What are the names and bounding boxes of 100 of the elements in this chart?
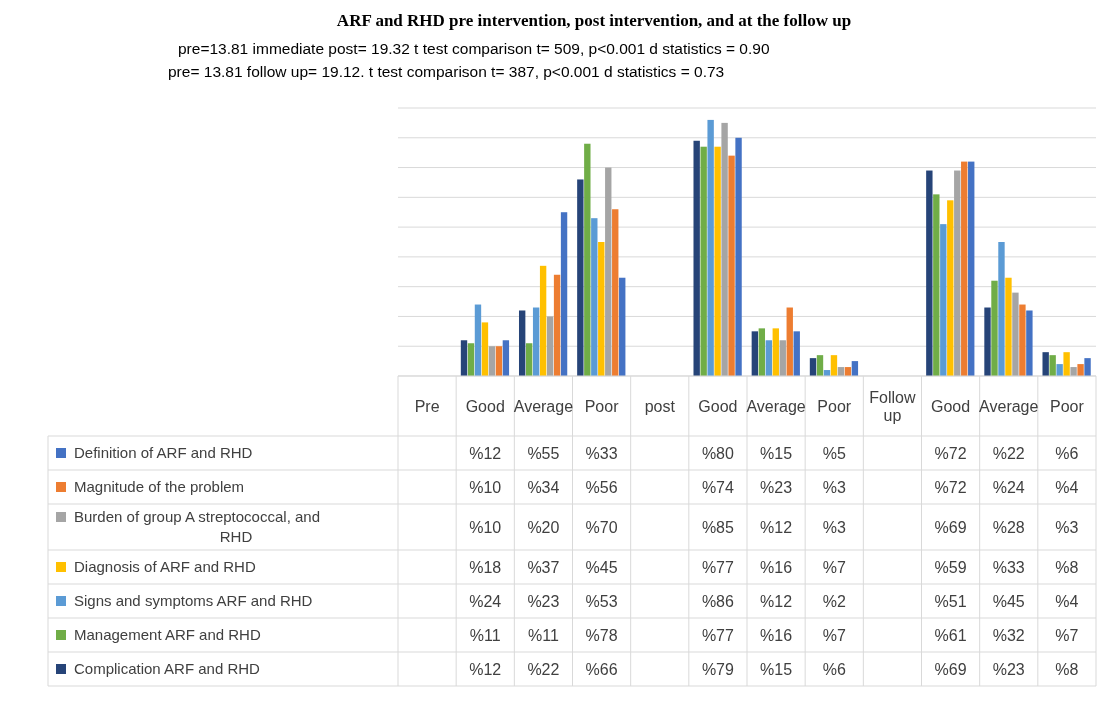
data-label: %16 xyxy=(760,559,793,576)
legend-label: Diagnosis of ARF and RHD xyxy=(74,558,256,575)
bar xyxy=(765,340,772,376)
bar xyxy=(933,194,940,376)
data-label: %32 xyxy=(992,627,1025,644)
bar xyxy=(714,146,721,376)
bar xyxy=(467,343,475,376)
data-label: %86 xyxy=(701,593,735,610)
data-label: %51 xyxy=(934,593,967,610)
data-label: %3 xyxy=(822,519,846,536)
data-label: %7 xyxy=(1055,627,1079,644)
data-label: %23 xyxy=(992,661,1025,678)
legend-label: Burden of group A streptococcal, and RHD xyxy=(74,508,320,545)
bar xyxy=(553,274,561,376)
data-label: %85 xyxy=(701,519,735,536)
bar xyxy=(1019,304,1026,376)
bar xyxy=(460,340,468,376)
data-label: %11 xyxy=(527,627,559,644)
x-tick-label: Average xyxy=(979,398,1039,415)
bar xyxy=(1049,355,1056,376)
data-label: %18 xyxy=(469,559,502,576)
bar xyxy=(1056,364,1063,376)
bar xyxy=(786,307,793,376)
data-label: %12 xyxy=(469,661,502,678)
x-tick-label: Average xyxy=(746,398,806,415)
bar xyxy=(772,328,779,376)
data-label: %3 xyxy=(822,479,846,496)
bar xyxy=(1077,364,1084,376)
x-tick-label: Follow up xyxy=(869,389,916,424)
legend-label: Management ARF and RHD xyxy=(74,626,261,643)
bar xyxy=(758,328,766,376)
legend-label: Magnitude of the problem xyxy=(74,478,245,495)
bar xyxy=(793,331,800,376)
x-tick-label: Good xyxy=(931,398,971,415)
x-tick-label: Poor xyxy=(1050,398,1085,415)
bar xyxy=(584,143,591,376)
data-label: %69 xyxy=(934,661,967,678)
data-label: %34 xyxy=(527,479,560,496)
data-label: %7 xyxy=(822,559,846,576)
data-label: %24 xyxy=(469,593,502,610)
bar xyxy=(539,265,547,376)
bar xyxy=(488,346,496,376)
bar xyxy=(546,316,554,376)
text: pre=13.81 immediate post= 19.32 t test comparison t= 509, p<0.001 d statistics = 0.90 xyxy=(178,40,770,57)
data-label: %15 xyxy=(760,661,793,678)
bar xyxy=(998,242,1005,376)
x-tick-label: post xyxy=(644,398,676,415)
data-label: %23 xyxy=(760,479,793,496)
bar xyxy=(560,212,568,376)
data-label: %72 xyxy=(934,479,967,496)
data-label: %12 xyxy=(760,593,793,610)
data-label: %78 xyxy=(585,627,618,644)
data-label: %59 xyxy=(934,559,967,576)
chart-title: ARF and RHD pre intervention, post intervention, and at the follow up xyxy=(336,11,852,30)
data-label: %33 xyxy=(585,445,618,462)
data-label: %12 xyxy=(760,519,793,536)
x-tick-label: Average xyxy=(513,398,574,415)
bar xyxy=(612,209,619,376)
x-tick-label: Poor xyxy=(817,398,852,415)
data-label: %23 xyxy=(527,593,560,610)
bar xyxy=(968,161,975,376)
data-label: %70 xyxy=(585,519,618,536)
data-label: %6 xyxy=(822,661,846,678)
legend-label: Complication ARF and RHD xyxy=(74,660,261,677)
bar xyxy=(605,167,612,376)
data-label: %45 xyxy=(992,593,1025,610)
bar xyxy=(735,137,742,376)
bar xyxy=(474,304,482,376)
data-label: %22 xyxy=(992,445,1025,462)
data-label: %2 xyxy=(822,593,846,610)
bar xyxy=(525,343,533,376)
data-label: %15 xyxy=(760,445,793,462)
data-label: %45 xyxy=(585,559,618,576)
bar xyxy=(518,310,526,376)
data-label: %55 xyxy=(527,445,560,462)
data-label: %8 xyxy=(1055,559,1079,576)
data-label: %80 xyxy=(701,445,735,462)
bar xyxy=(991,280,998,376)
bar xyxy=(816,355,824,376)
bar xyxy=(1070,367,1077,376)
data-label: %8 xyxy=(1055,661,1079,678)
legend-label: Definition of ARF and RHD xyxy=(74,444,253,461)
data-label: %77 xyxy=(701,627,735,644)
data-label: %56 xyxy=(585,479,618,496)
data-label: %61 xyxy=(934,627,967,644)
bar xyxy=(947,200,954,376)
data-label: %5 xyxy=(822,445,846,462)
bar xyxy=(700,146,707,376)
data-label: %7 xyxy=(822,627,846,644)
bar xyxy=(502,340,510,376)
x-tick-label: Pre xyxy=(414,398,440,415)
data-label: %24 xyxy=(992,479,1025,496)
bar xyxy=(1012,292,1019,376)
data-label: %11 xyxy=(469,627,501,644)
bar xyxy=(751,331,759,376)
x-tick-label: Good xyxy=(698,398,738,415)
bar xyxy=(940,224,947,376)
data-label: %6 xyxy=(1055,445,1079,462)
text: pre= 13.81 follow up= 19.12. t test comparison t= 387, p<0.001 d statistics = 0.73 xyxy=(168,63,725,80)
data-label: %53 xyxy=(585,593,618,610)
